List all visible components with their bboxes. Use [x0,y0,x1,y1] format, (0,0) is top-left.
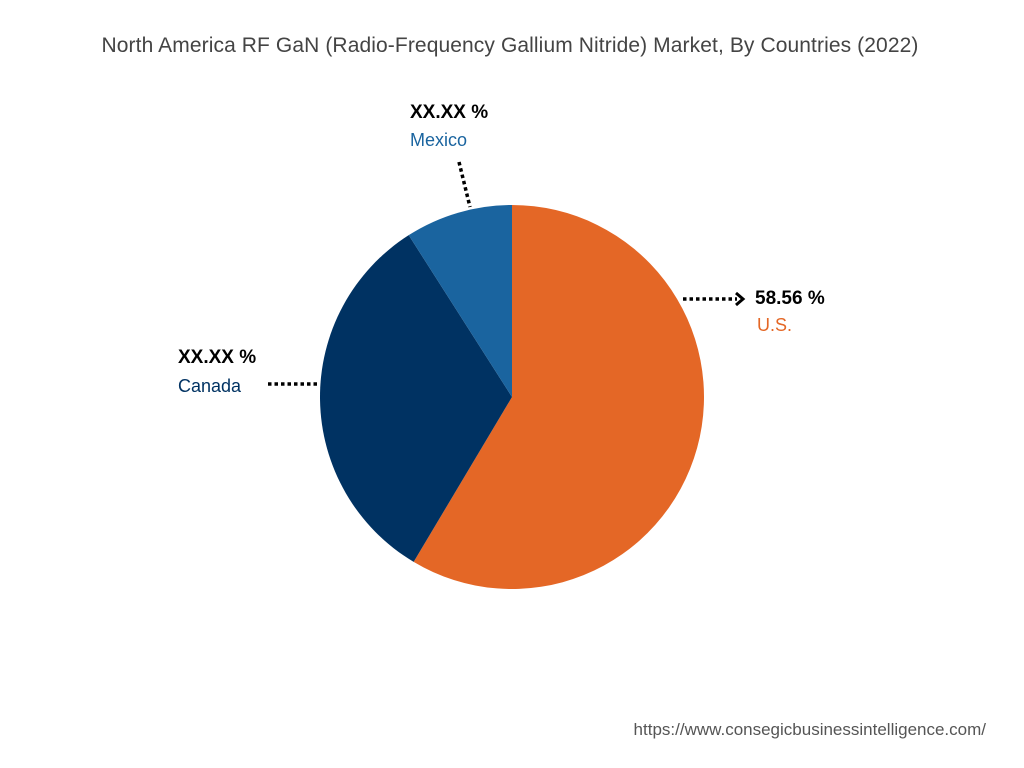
label-group-mexico: XX.XX % Mexico [410,102,488,208]
label-group-us: 58.56 % U.S. [683,288,825,335]
pie-slice-canada [320,235,512,562]
slice-label-us: U.S. [757,315,792,335]
arrow-head-us [735,291,746,307]
slice-label-mexico: Mexico [410,130,467,150]
chart-title: North America RF GaN (Radio-Frequency Ga… [101,34,919,57]
pie-slice-us [413,205,705,590]
data-label-mexico: XX.XX % [410,102,488,123]
data-label-us: 58.56 % [755,288,825,309]
source-url: https://www.consegicbusinessintelligence… [633,720,986,739]
pie-slice-mexico [408,205,512,397]
leader-line-mexico [457,161,472,208]
label-group-canada: XX.XX % Canada [178,347,318,396]
data-label-canada: XX.XX % [178,347,256,368]
pie-slices [320,205,705,590]
slice-label-canada: Canada [178,376,242,396]
